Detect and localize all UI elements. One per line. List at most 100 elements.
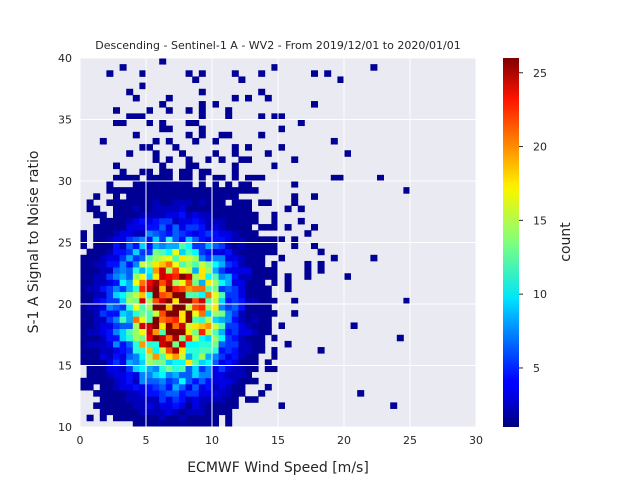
heatmap-cell — [86, 316, 94, 323]
heatmap-cell — [225, 131, 233, 139]
heatmap-cell — [192, 353, 200, 360]
heatmap-cell — [152, 199, 160, 206]
heatmap-cell — [126, 322, 134, 329]
heatmap-cell — [99, 371, 107, 379]
heatmap-cell — [218, 211, 226, 219]
heatmap-cell — [80, 236, 87, 243]
heatmap-cell — [132, 310, 140, 317]
heatmap-cell — [132, 224, 140, 231]
heatmap-cell — [218, 242, 226, 250]
heatmap-cell — [218, 297, 226, 305]
heatmap-cell — [179, 279, 186, 286]
heatmap-cell — [113, 279, 120, 286]
heatmap-cell — [152, 156, 160, 163]
heatmap-cell — [238, 371, 246, 379]
heatmap-cell — [218, 205, 226, 213]
heatmap-cell — [231, 144, 239, 151]
heatmap-cell — [132, 365, 140, 373]
heatmap-cell — [225, 316, 233, 323]
heatmap-cell — [172, 217, 180, 225]
heatmap-cell — [231, 260, 239, 268]
heatmap-cell — [231, 347, 239, 354]
heatmap-cell — [344, 273, 351, 280]
heatmap-cell — [264, 224, 272, 231]
heatmap-cell — [218, 371, 226, 379]
heatmap-cell — [231, 353, 239, 360]
heatmap-cell — [311, 224, 318, 231]
heatmap-cell — [99, 285, 107, 293]
heatmap-cell — [146, 285, 153, 293]
heatmap-cell — [165, 217, 173, 225]
heatmap-cell — [139, 371, 147, 379]
heatmap-cell — [165, 377, 173, 385]
heatmap-cell — [231, 150, 239, 157]
heatmap-cell — [159, 248, 167, 256]
heatmap-cell — [86, 248, 94, 256]
heatmap-cell — [238, 316, 246, 323]
heatmap-cell — [324, 70, 332, 77]
heatmap-cell — [132, 402, 140, 409]
heatmap-cell — [165, 340, 173, 348]
heatmap-cell — [106, 236, 114, 243]
heatmap-cell — [258, 322, 266, 329]
heatmap-cell — [152, 402, 160, 409]
heatmap-cell — [132, 347, 140, 354]
heatmap-cell — [159, 162, 167, 170]
heatmap-cell — [172, 297, 180, 305]
heatmap-cell — [185, 383, 193, 391]
heatmap-cell — [152, 242, 160, 250]
heatmap-cell — [258, 297, 266, 305]
colorbar — [503, 58, 519, 427]
heatmap-cell — [165, 328, 173, 336]
heatmap-cell — [139, 193, 147, 200]
heatmap-cell — [179, 304, 186, 311]
heatmap-cell — [139, 402, 147, 409]
heatmap-cell — [132, 396, 140, 403]
heatmap-cell — [80, 383, 87, 391]
heatmap-cell — [113, 285, 120, 293]
x-tick-label: 0 — [77, 434, 84, 447]
heatmap-cell — [251, 322, 259, 329]
heatmap-cell — [119, 390, 127, 397]
y-tick-label: 10 — [58, 421, 72, 434]
heatmap-cell — [99, 408, 107, 416]
heatmap-cell — [159, 224, 167, 231]
heatmap-cell — [113, 248, 120, 256]
heatmap-cell — [198, 328, 206, 336]
heatmap-cell — [126, 390, 134, 397]
x-tick-label: 20 — [337, 434, 351, 447]
heatmap-cell — [165, 181, 173, 188]
heatmap-cell — [403, 297, 411, 305]
heatmap-cell — [179, 285, 186, 293]
heatmap-cell — [231, 359, 239, 366]
heatmap-cell — [185, 248, 193, 256]
heatmap-cell — [86, 297, 94, 305]
heatmap-cell — [119, 248, 127, 256]
heatmap-cell — [245, 316, 252, 323]
heatmap-cell — [212, 187, 219, 194]
heatmap-cell — [132, 254, 140, 262]
heatmap-cell — [159, 181, 167, 188]
heatmap-cell — [212, 174, 219, 182]
heatmap-cell — [99, 242, 107, 250]
heatmap-cell — [179, 414, 186, 422]
heatmap-cell — [152, 316, 160, 323]
heatmap-cell — [165, 316, 173, 323]
heatmap-cell — [139, 365, 147, 373]
heatmap-cell — [238, 205, 246, 213]
heatmap-cell — [396, 334, 404, 342]
heatmap-cell — [99, 297, 107, 305]
heatmap-cell — [119, 383, 127, 391]
heatmap-cell — [119, 285, 127, 293]
heatmap-cell — [179, 260, 186, 268]
heatmap-cell — [185, 365, 193, 373]
heatmap-cell — [146, 224, 153, 231]
heatmap-cell — [106, 273, 114, 280]
heatmap-cell — [271, 273, 279, 280]
heatmap-cell — [251, 254, 259, 262]
heatmap-cell — [192, 304, 200, 311]
heatmap-cell — [119, 174, 127, 182]
heatmap-cell — [218, 291, 226, 299]
heatmap-cell — [119, 205, 127, 213]
heatmap-cell — [245, 371, 252, 379]
